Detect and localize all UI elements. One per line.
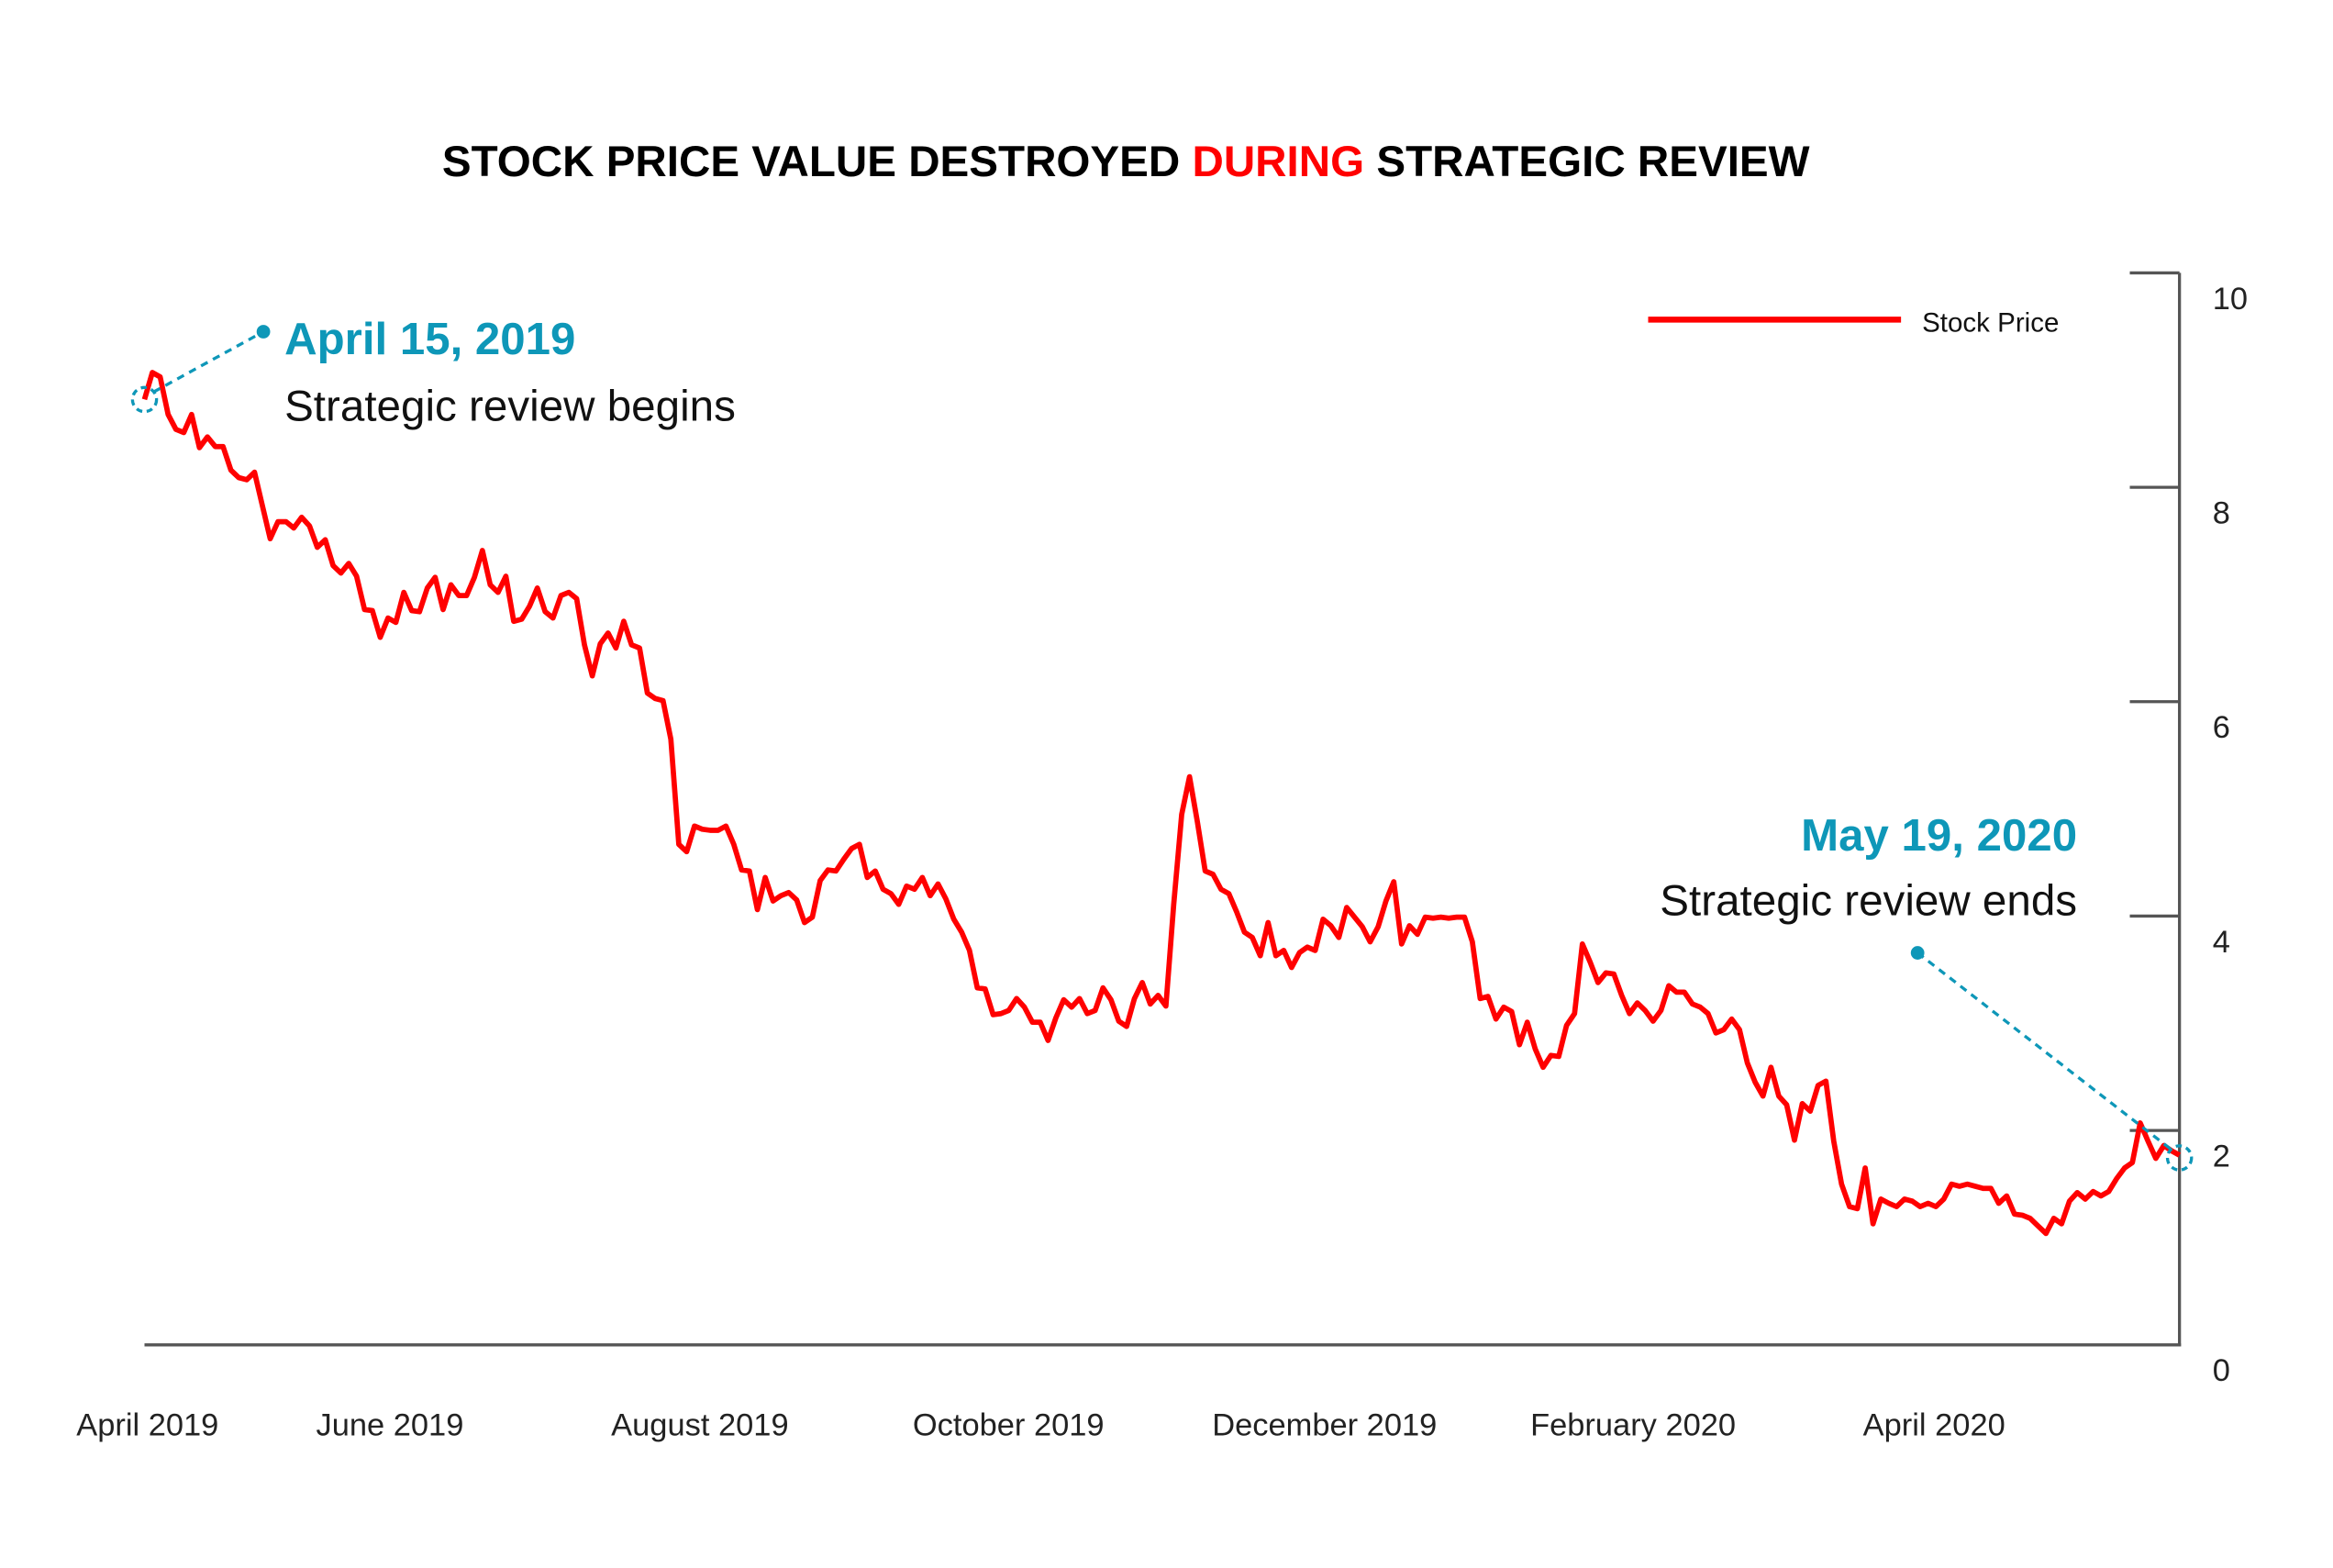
title-part-1: STOCK PRICE VALUE DESTROYED: [442, 138, 1193, 186]
start-leader-dot: [256, 325, 271, 339]
start-leader-line: [152, 330, 264, 394]
x-tick-label: April 2019: [76, 1407, 218, 1442]
end-leader-dot: [1910, 946, 1925, 960]
chart-title: STOCK PRICE VALUE DESTROYED DURING STRAT…: [442, 138, 1810, 186]
y-tick-label: 4: [2213, 925, 2230, 960]
start-marker-circle: [130, 385, 159, 414]
x-tick-label: February 2020: [1530, 1407, 1736, 1442]
stock-price-line: [141, 370, 2182, 1237]
legend: Stock Price: [1648, 307, 2059, 339]
title-highlight: DURING: [1192, 138, 1364, 186]
x-tick-label: December 2019: [1212, 1407, 1437, 1442]
x-tick-label: August 2019: [611, 1407, 788, 1442]
y-tick-label: 0: [2213, 1353, 2230, 1388]
end-marker-circle: [2165, 1144, 2194, 1172]
y-tick-label: 2: [2213, 1140, 2230, 1174]
y-tick-label: 10: [2213, 282, 2248, 317]
x-tick-label: April 2020: [1863, 1407, 2005, 1442]
y-tick-label: 6: [2213, 710, 2230, 745]
x-tick-label: June 2019: [316, 1407, 463, 1442]
y-tick-label: 8: [2213, 496, 2230, 531]
end-annotation-date: May 19, 2020: [1801, 810, 2077, 861]
start-annotation-text: Strategic review begins: [284, 382, 736, 430]
x-tick-label: October 2019: [913, 1407, 1105, 1442]
annotation-start: [130, 325, 271, 414]
legend-label: Stock Price: [1922, 307, 2059, 338]
end-annotation-text: Strategic review ends: [1660, 876, 2077, 925]
start-annotation-date: April 15, 2019: [284, 314, 575, 364]
annotation-end: [1910, 946, 2194, 1172]
end-leader-line: [1916, 951, 2172, 1151]
title-part-2: STRATEGIC REVIEW: [1364, 138, 1809, 186]
